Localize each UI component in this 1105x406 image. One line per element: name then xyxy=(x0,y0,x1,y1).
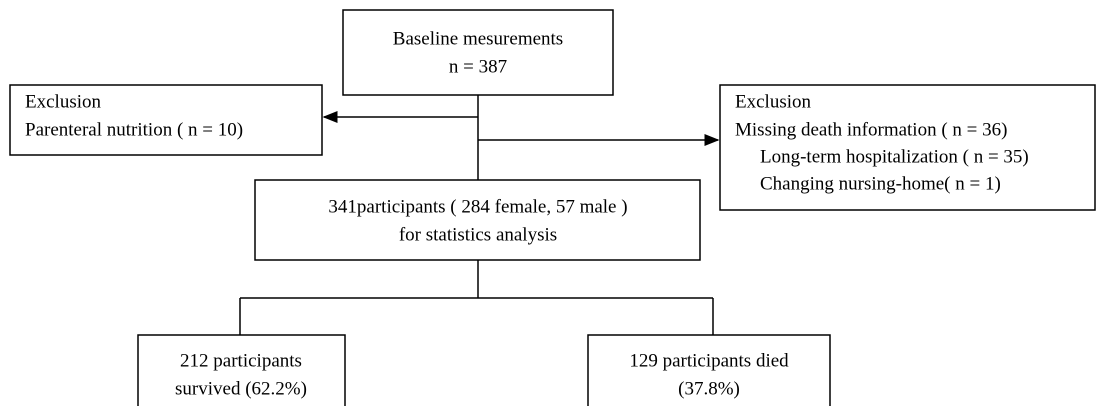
box xyxy=(254,179,701,261)
box xyxy=(9,84,323,156)
box-text: Baseline mesurements xyxy=(393,28,563,49)
box-text: 129 participants died xyxy=(629,350,789,371)
box xyxy=(719,84,1096,211)
box-text: n = 387 xyxy=(449,56,507,77)
box xyxy=(587,334,831,406)
box-text: 212 participants xyxy=(180,350,302,371)
box-text: (37.8%) xyxy=(678,378,740,399)
box-text: for statistics analysis xyxy=(399,224,557,245)
box-text: Exclusion xyxy=(25,91,101,112)
box-text: Parenteral nutrition ( n = 10) xyxy=(25,119,243,140)
box-text: survived (62.2%) xyxy=(175,378,307,399)
box xyxy=(342,9,614,96)
box-text: 341participants ( 284 female, 57 male ) xyxy=(328,196,627,217)
box xyxy=(137,334,346,406)
box-text: Changing nursing-home( n = 1) xyxy=(760,173,1001,194)
box-text: Exclusion xyxy=(735,91,811,112)
box-text: Missing death information ( n = 36) xyxy=(735,119,1007,140)
box-text: Long-term hospitalization ( n = 35) xyxy=(760,146,1029,167)
